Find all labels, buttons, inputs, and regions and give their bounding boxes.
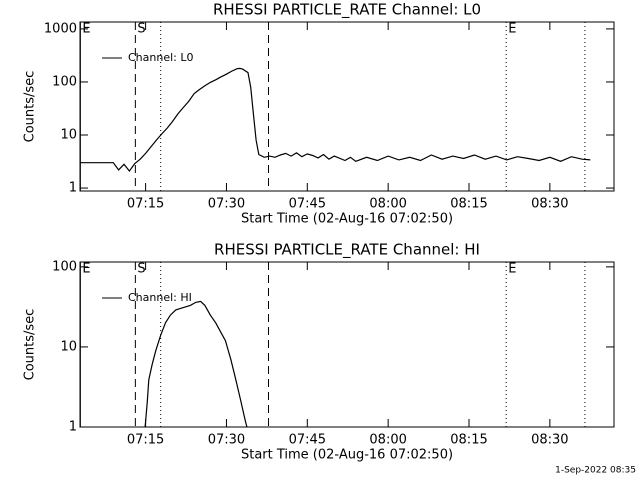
time-marker-label: E bbox=[82, 22, 90, 37]
data-line bbox=[80, 67, 591, 172]
time-marker-label: E bbox=[508, 262, 516, 277]
time-marker-label: S bbox=[137, 22, 145, 37]
x-tick-label: 08:15 bbox=[450, 197, 487, 212]
y-axis-label: Counts/sec bbox=[23, 309, 38, 381]
x-tick-label: 07:45 bbox=[289, 433, 326, 448]
chart-title: RHESSI PARTICLE_RATE Channel: HI bbox=[214, 241, 480, 260]
y-tick-label: 1000 bbox=[44, 21, 77, 36]
time-marker-label: E bbox=[82, 262, 90, 277]
x-axis-label: Start Time (02-Aug-16 07:02:50) bbox=[241, 448, 453, 463]
legend-label: Channel: HI bbox=[128, 291, 192, 304]
x-tick-label: 07:30 bbox=[208, 433, 245, 448]
y-axis-label: Counts/sec bbox=[23, 71, 38, 143]
chart-title: RHESSI PARTICLE_RATE Channel: L0 bbox=[213, 1, 481, 20]
legend-label: Channel: L0 bbox=[128, 51, 194, 64]
y-tick-label: 100 bbox=[52, 74, 77, 89]
x-tick-label: 08:15 bbox=[450, 433, 487, 448]
time-marker-label: S bbox=[137, 262, 145, 277]
x-tick-label: 07:45 bbox=[289, 197, 326, 212]
time-marker-label: E bbox=[508, 22, 516, 37]
x-tick-label: 08:30 bbox=[531, 433, 568, 448]
timestamp: 1-Sep-2022 08:35 bbox=[555, 466, 636, 476]
y-tick-label: 100 bbox=[52, 259, 77, 274]
y-tick-label: 1 bbox=[69, 181, 77, 196]
x-tick-label: 07:15 bbox=[127, 197, 164, 212]
x-tick-label: 07:15 bbox=[127, 433, 164, 448]
y-tick-label: 10 bbox=[60, 128, 77, 143]
data-line bbox=[144, 300, 248, 427]
x-tick-label: 07:30 bbox=[208, 197, 245, 212]
y-tick-label: 10 bbox=[60, 339, 77, 354]
y-tick-label: 1 bbox=[69, 420, 77, 435]
x-tick-label: 08:00 bbox=[369, 197, 406, 212]
x-axis-label: Start Time (02-Aug-16 07:02:50) bbox=[241, 212, 453, 227]
x-tick-label: 08:00 bbox=[369, 433, 406, 448]
x-tick-label: 08:30 bbox=[531, 197, 568, 212]
